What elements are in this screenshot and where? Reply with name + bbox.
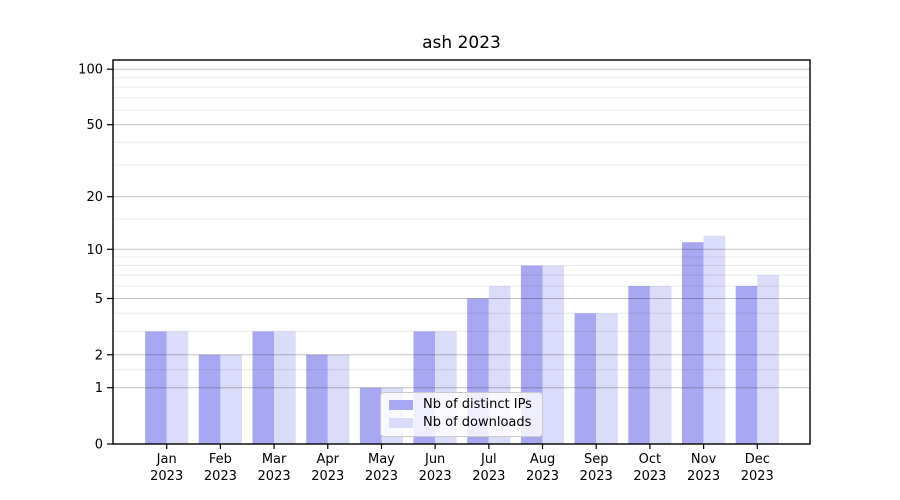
y-tick-label: 50	[86, 118, 103, 133]
bar-downloads-mar	[274, 331, 296, 444]
legend: Nb of distinct IPs Nb of downloads	[380, 392, 543, 437]
x-tick-label: Jun 2023	[419, 452, 452, 484]
bar-ips-sep	[574, 313, 597, 444]
x-tick-label: Jul 2023	[472, 452, 505, 484]
y-tick-label: 20	[86, 190, 103, 205]
y-tick-label: 0	[95, 438, 103, 453]
x-tick-label: Dec 2023	[741, 452, 774, 484]
major-gridlines	[113, 68, 810, 389]
legend-row-downloads: Nb of downloads	[389, 416, 532, 430]
x-tick-label: Oct 2023	[633, 452, 666, 484]
bar-downloads-oct	[649, 286, 672, 444]
y-tick-label: 10	[86, 243, 103, 258]
bar-ips-nov	[682, 242, 704, 444]
bar-ips-oct	[628, 286, 650, 444]
x-tick-label: Jan 2023	[150, 452, 183, 484]
bar-ips-apr	[306, 354, 328, 444]
bar-downloads-dec	[757, 275, 779, 444]
x-tick-label: Mar 2023	[258, 452, 291, 484]
bar-downloads-feb	[220, 354, 242, 444]
bar-ips-dec	[735, 286, 758, 444]
bar-downloads-sep	[596, 313, 618, 444]
y-tick-labels: 0 1 2 5 10 20 50 100	[78, 63, 113, 453]
x-tick-labels: Jan 2023 Feb 2023 Mar 2023 Apr 2023 May 2023 Jun 20…	[150, 444, 774, 484]
legend-swatch-ips	[389, 400, 413, 410]
x-tick-label: Sep 2023	[580, 452, 613, 484]
bar-downloads-aug	[542, 265, 565, 444]
bar-downloads-jan	[166, 331, 189, 444]
bar-ips-jan	[145, 331, 167, 444]
legend-label-ips: Nb of distinct IPs	[423, 397, 532, 412]
bar-ips-feb	[198, 354, 221, 444]
y-tick-label: 5	[95, 292, 103, 307]
x-tick-label: Apr 2023	[311, 452, 344, 484]
y-tick-label: 2	[95, 348, 103, 363]
bar-ips-may	[359, 387, 382, 444]
chart-title: ash 2023	[422, 33, 501, 53]
x-tick-label: Feb 2023	[204, 452, 237, 484]
bar-ips-mar	[252, 331, 275, 444]
legend-row-ips: Nb of distinct IPs	[389, 398, 532, 412]
legend-label-downloads: Nb of downloads	[423, 415, 532, 430]
bar-downloads-apr	[327, 354, 350, 444]
y-tick-label: 100	[78, 63, 103, 78]
minor-gridlines	[113, 77, 810, 371]
x-tick-label: Nov 2023	[687, 452, 720, 484]
legend-swatch-downloads	[389, 418, 413, 428]
y-tick-label: 1	[95, 381, 103, 396]
bar-downloads-nov	[703, 235, 726, 444]
x-tick-label: Aug 2023	[526, 452, 559, 484]
axes-frame	[112, 59, 811, 445]
x-tick-label: May 2023	[365, 452, 398, 484]
